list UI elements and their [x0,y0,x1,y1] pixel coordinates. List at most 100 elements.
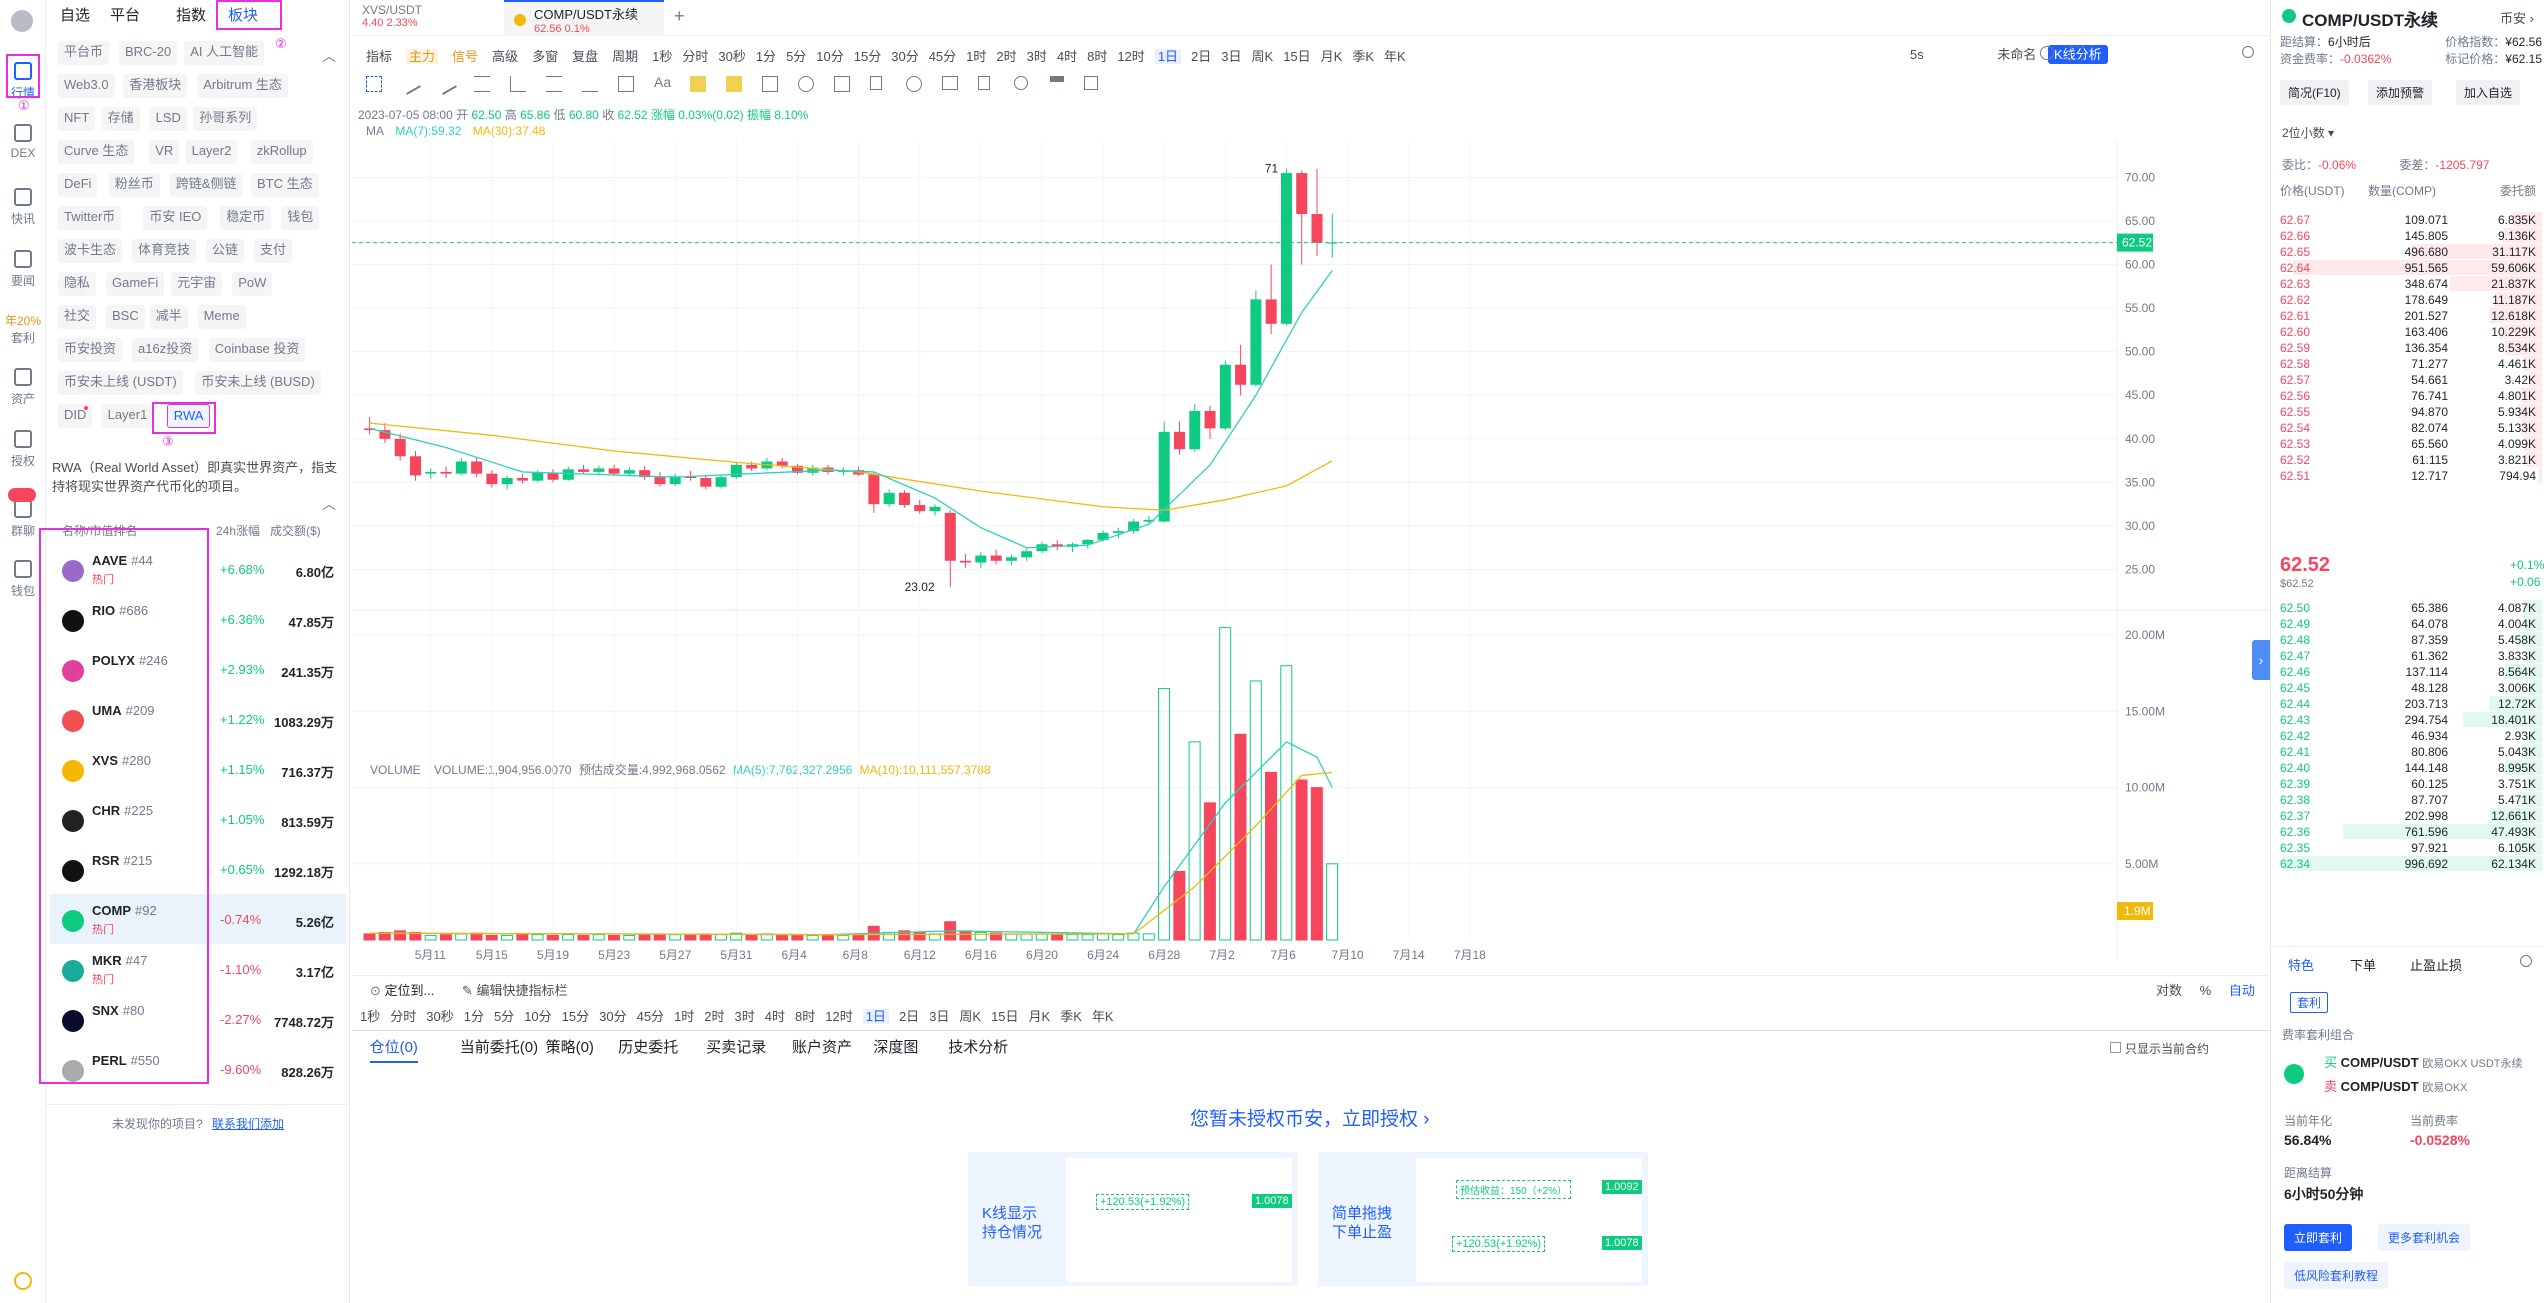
toolbar-item[interactable]: 15日 [1283,49,1311,64]
toolbar-item[interactable]: 年K [1384,49,1406,64]
ask-row[interactable]: 62.65 496.680 31.117K [2280,244,2542,260]
pair-tab-1[interactable]: XVS/USDT 4.40 2.33% [362,3,502,29]
sector-tag[interactable]: Coinbase 投资 [208,338,306,362]
sector-tag[interactable]: 币安未上线 (USDT) [58,371,183,395]
bottom-tab[interactable]: 技术分析 [948,1039,1009,1056]
range-item[interactable]: 月K [1028,1009,1051,1024]
ask-row[interactable]: 62.62 178.649 11.187K [2280,292,2542,308]
edit-indicators-button[interactable]: ✎ 编辑快捷指标栏 [462,980,568,999]
sector-tag[interactable]: 社交 [58,305,97,329]
range-item[interactable]: 12时 [825,1009,853,1024]
sector-tag[interactable]: zkRollup [250,140,313,164]
coin-row[interactable]: POLYX #246 +2.93% 241.35万 [50,644,346,694]
sector-tag[interactable]: 波卡生态 [58,239,123,263]
add-alert-button[interactable]: 添加预警 [2368,80,2433,105]
triangle-tool-icon[interactable] [510,76,526,92]
locate-button[interactable]: ⊙ 定位到... [370,980,434,999]
bottom-tab[interactable]: 当前委托(0) [459,1039,539,1056]
toolbar-item[interactable]: 复盘 [572,49,599,64]
sector-tag[interactable]: NFT [58,107,96,131]
bid-row[interactable]: 62.36 761.596 47.493K [2280,824,2542,840]
sector-tag[interactable]: 币安 IEO [143,206,208,230]
sector-tag[interactable]: 粉丝币 [108,173,160,197]
range-item[interactable]: 2日 [898,1009,920,1024]
sector-tag[interactable]: LSD [149,107,187,131]
toolbar-item[interactable]: 主力 [406,49,439,64]
tab-special[interactable]: 特色 [2288,958,2315,973]
visibility-icon[interactable] [906,76,922,92]
range-item[interactable]: 分时 [390,1009,417,1024]
toolbar-item[interactable]: 1时 [966,49,987,64]
sector-tag[interactable]: 隐私 [58,272,97,296]
tab-watchlist[interactable]: 自选 [60,7,91,24]
toolbar-item[interactable]: 信号 [452,49,479,64]
sector-tag[interactable]: Curve 生态 [58,140,135,164]
trash-icon[interactable] [978,76,990,90]
range-item[interactable]: 8时 [795,1009,816,1024]
sector-tag[interactable]: 香港板块 [123,74,188,98]
ask-row[interactable]: 62.60 163.406 10.229K [2280,324,2542,340]
ask-row[interactable]: 62.54 82.074 5.133K [2280,420,2542,436]
nav-dex[interactable]: DEX [0,124,46,160]
sector-tag[interactable]: 减半 [149,305,188,329]
channel-tool-icon[interactable] [474,76,490,92]
expand-right-icon[interactable]: › [2252,640,2270,680]
bid-row[interactable]: 62.50 65.386 4.087K [2280,600,2542,616]
add-watchlist-button[interactable]: 加入自选 [2456,80,2521,105]
sector-tag[interactable]: DeFi [58,173,98,197]
sector-tag[interactable]: BRC-20 [119,41,178,65]
arb-tag[interactable]: 套利 [2290,992,2329,1013]
fullscreen-icon[interactable] [2070,46,2084,60]
share-icon[interactable] [2242,46,2254,58]
toolbar-item[interactable]: 8时 [1087,49,1108,64]
coin-row[interactable]: UMA #209 +1.22% 1083.29万 [50,694,346,744]
bid-row[interactable]: 62.41 80.806 5.043K [2280,744,2542,760]
bid-row[interactable]: 62.46 137.114 8.564K [2280,664,2542,680]
ask-row[interactable]: 62.63 348.674 21.837K [2280,276,2542,292]
promo-card-2[interactable]: 简单拖拽下单止盈 预估收益：150（+2%） 1.0092 +120.53(+1… [1318,1152,1648,1286]
tab-index[interactable]: 指数 [176,7,207,24]
range-item[interactable]: 4时 [764,1009,785,1024]
bid-row[interactable]: 62.43 294.754 18.401K [2280,712,2542,728]
bid-row[interactable]: 62.38 87.707 5.471K [2280,792,2542,808]
range-item[interactable]: 15分 [561,1009,590,1024]
sector-tag[interactable]: Web3.0 [58,74,115,98]
nav-news[interactable]: 快讯 [0,188,46,227]
ask-row[interactable]: 62.57 54.661 3.42K [2280,372,2542,388]
bid-row[interactable]: 62.45 48.128 3.006K [2280,680,2542,696]
ask-row[interactable]: 62.64 951.565 59.606K [2280,260,2542,276]
toolbar-item[interactable]: 高级 [492,49,519,64]
sector-tag[interactable]: 平台币 [58,41,110,65]
toolbar-item[interactable]: 1日 [1154,49,1182,64]
sector-tag[interactable]: RWA [166,404,211,428]
sector-tag[interactable]: Layer2 [185,140,238,164]
toolbar-item[interactable]: 12时 [1117,49,1145,64]
decimals-select[interactable]: 2位小数 ▾ [2282,126,2335,140]
range-item[interactable]: 1秒 [360,1009,381,1024]
tab-sector[interactable]: 板块 [228,7,259,24]
arb-now-button[interactable]: 立即套利 [2284,1224,2353,1251]
sector-tag[interactable]: 孙哥系列 [193,107,258,131]
line-tool-icon[interactable] [399,73,421,95]
magnet-icon[interactable] [834,76,850,92]
nav-wallet[interactable]: 钱包 [0,560,46,599]
sector-tag[interactable]: PoW [232,272,273,296]
text-tool-icon[interactable]: Aa [654,74,672,90]
ma-label[interactable]: MA [366,124,384,138]
snapshot-icon[interactable] [942,76,958,90]
toolbar-item[interactable]: 1分 [755,49,777,64]
ray-tool-icon[interactable] [435,73,457,95]
footer-contact-link[interactable]: 联系我们添加 [212,1117,285,1131]
nav-assets[interactable]: 资产 [0,368,46,407]
tab-platform[interactable]: 平台 [110,7,141,24]
toolbar-item[interactable]: 多窗 [532,49,559,64]
col-change-header[interactable]: 24h涨幅 [216,524,261,538]
toolbar-item[interactable]: 45分 [928,49,957,64]
toolbar-item[interactable]: 月K [1320,49,1343,64]
range-item[interactable]: 1时 [674,1009,695,1024]
coin-row[interactable]: AAVE #44 热门 +6.68% 6.80亿 [50,544,346,594]
bottom-tab[interactable]: 策略(0) [545,1039,594,1056]
sector-tag[interactable]: Layer1 [101,404,154,428]
range-item[interactable]: 1分 [463,1009,484,1024]
coin-row[interactable]: RIO #686 +6.36% 47.85万 [50,594,346,644]
